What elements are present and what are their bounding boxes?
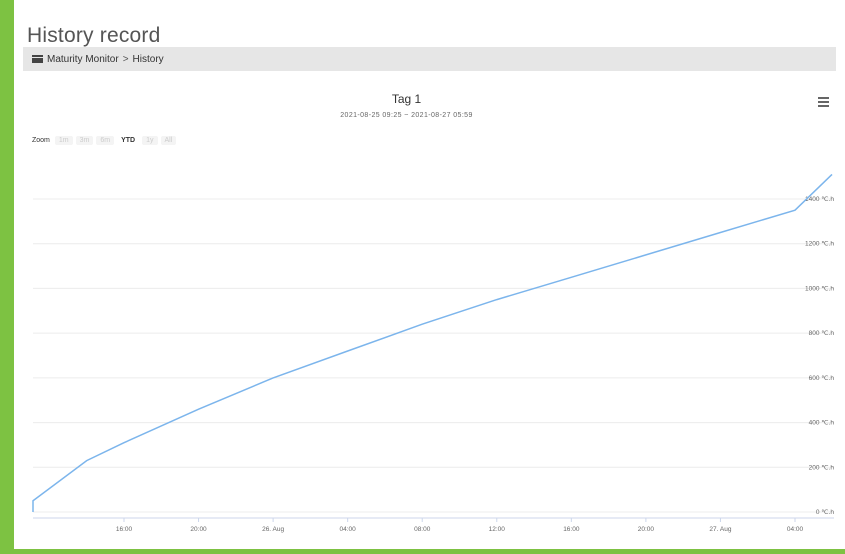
x-tick-label: 26. Aug: [262, 526, 284, 533]
breadcrumb-current: History: [132, 53, 164, 65]
chart-panel: [23, 78, 836, 548]
x-tick-label: 04:00: [340, 526, 357, 533]
folder-icon: [32, 55, 43, 63]
left-accent-bar: [0, 0, 14, 554]
x-tick-label: 16:00: [563, 526, 580, 533]
page-title: History record: [27, 24, 161, 48]
hamburger-menu-icon[interactable]: [818, 97, 829, 107]
y-tick-label: 400 ℃.h: [809, 420, 835, 427]
zoom-button-all[interactable]: All: [160, 136, 177, 145]
zoom-button-3m[interactable]: 3m: [75, 136, 94, 145]
x-tick-label: 12:00: [489, 526, 506, 533]
zoom-label: Zoom: [32, 137, 50, 144]
chart-title: Tag 1: [391, 92, 422, 106]
zoom-button-6m[interactable]: 6m: [96, 136, 115, 145]
x-tick-label: 08:00: [414, 526, 431, 533]
y-tick-label: 200 ℃.h: [809, 464, 835, 471]
y-tick-label: 600 ℃.h: [809, 375, 835, 382]
chart-subtitle: 2021-08-25 09:25 ~ 2021-08-27 05:59: [340, 112, 473, 119]
y-tick-label: 1200 ℃.h: [805, 241, 834, 248]
breadcrumb: Maturity Monitor > History: [23, 47, 836, 71]
x-tick-label: 27. Aug: [709, 526, 731, 533]
y-tick-label: 800 ℃.h: [809, 330, 835, 337]
breadcrumb-root[interactable]: Maturity Monitor: [47, 53, 119, 65]
series-line: [32, 173, 833, 512]
breadcrumb-separator: >: [122, 53, 129, 65]
x-tick-label: 20:00: [638, 526, 655, 533]
y-tick-label: 1400 ℃.h: [805, 196, 834, 203]
zoom-button-1y[interactable]: 1y: [142, 136, 158, 145]
x-tick-label: 20:00: [190, 526, 207, 533]
bottom-accent-bar: [0, 549, 845, 554]
x-tick-label: 04:00: [787, 526, 804, 533]
y-tick-label: 0 ℃.h: [816, 509, 835, 516]
x-tick-label: 16:00: [116, 526, 133, 533]
zoom-button-ytd[interactable]: YTD: [121, 137, 136, 144]
y-tick-label: 1000 ℃.h: [805, 285, 834, 292]
zoom-button-1m[interactable]: 1m: [54, 136, 73, 145]
zoom-selector: Zoom 1m 3m 6m YTD 1y All: [32, 136, 179, 145]
